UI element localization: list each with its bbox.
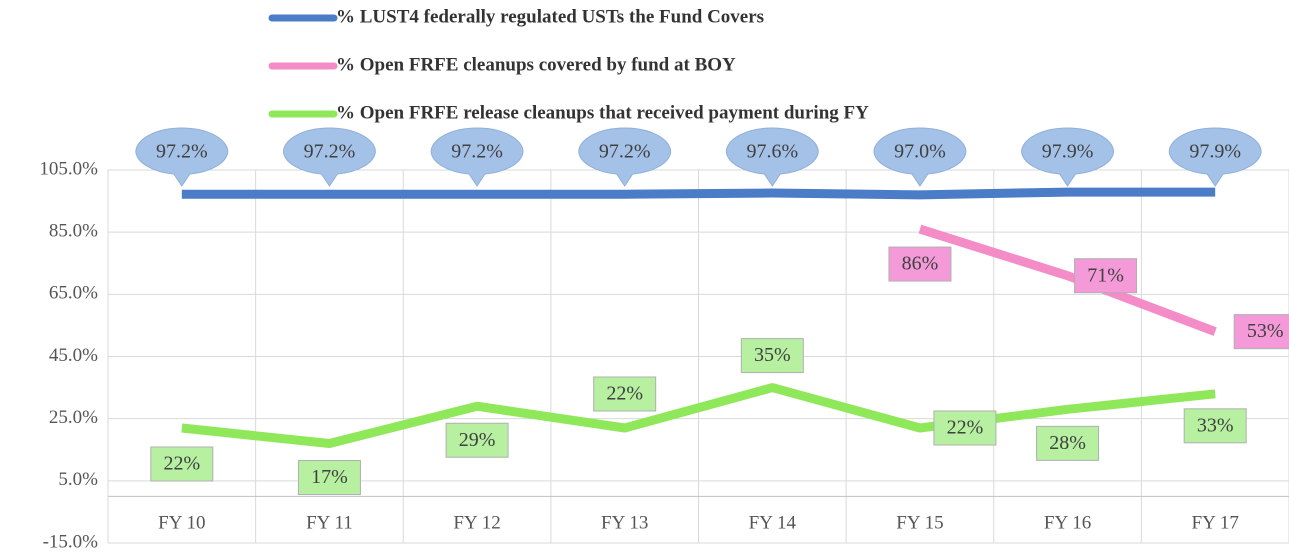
- data-label: 22%: [606, 383, 643, 405]
- data-label-box: [933, 410, 997, 446]
- label-callout: [578, 127, 672, 187]
- data-label: 33%: [1197, 414, 1234, 436]
- y-tick-label: -15.0%: [43, 531, 99, 552]
- x-tick-label: FY 17: [1192, 513, 1239, 534]
- data-label: 97.9%: [1042, 141, 1094, 163]
- label-callout: [135, 127, 229, 187]
- data-label-box: [888, 246, 952, 282]
- data-label: 86%: [902, 253, 939, 275]
- label-callout: [430, 127, 524, 187]
- data-label: 35%: [754, 344, 791, 366]
- x-tick-label: FY 13: [601, 513, 648, 534]
- x-tick-label: FY 10: [158, 513, 205, 534]
- series-line: [181, 383, 1216, 449]
- data-label: 22%: [947, 417, 984, 439]
- data-label-box: [445, 422, 509, 458]
- data-label: 22%: [163, 453, 200, 475]
- x-tick-label: FY 11: [306, 513, 353, 534]
- y-tick-label: 45.0%: [49, 345, 98, 366]
- data-label: 17%: [311, 466, 348, 488]
- data-label-box: [150, 446, 214, 482]
- series-line: [918, 224, 1217, 336]
- data-label: 53%: [1247, 320, 1284, 342]
- data-label: 97.2%: [156, 141, 208, 163]
- legend-label: % Open FRFE cleanups covered by fund at …: [336, 54, 736, 75]
- legend-label: % LUST4 federally regulated USTs the Fun…: [336, 6, 764, 27]
- x-tick-label: FY 16: [1044, 513, 1091, 534]
- data-label-box: [1074, 258, 1138, 294]
- data-label-box: [1036, 425, 1100, 461]
- data-label-box: [1183, 408, 1247, 444]
- x-tick-label: FY 15: [896, 513, 943, 534]
- x-tick-label: FY 14: [749, 513, 797, 534]
- data-label: 97.2%: [451, 141, 503, 163]
- y-tick-label: 5.0%: [58, 469, 98, 490]
- data-label: 28%: [1049, 432, 1086, 454]
- legend-label: % Open FRFE release cleanups that receiv…: [336, 102, 869, 123]
- series-line: [181, 187, 1216, 200]
- data-label-box: [740, 338, 804, 374]
- data-label: 71%: [1087, 264, 1124, 286]
- y-tick-label: 85.0%: [49, 221, 98, 242]
- label-callout: [282, 127, 376, 187]
- data-label: 97.9%: [1189, 141, 1241, 163]
- data-label: 29%: [459, 429, 496, 451]
- data-label: 97.2%: [599, 141, 651, 163]
- data-label-box: [1233, 314, 1289, 350]
- y-tick-label: 65.0%: [49, 283, 98, 304]
- data-label: 97.6%: [746, 141, 798, 163]
- label-callout: [725, 127, 819, 187]
- label-callout: [873, 127, 967, 187]
- data-label: 97.2%: [304, 141, 356, 163]
- data-label-box: [297, 460, 361, 496]
- label-callout: [1021, 127, 1115, 187]
- x-tick-label: FY 12: [453, 513, 500, 534]
- data-label-box: [593, 376, 657, 412]
- label-callout: [1168, 127, 1262, 187]
- y-tick-label: 105.0%: [39, 158, 98, 179]
- data-label: 97.0%: [894, 141, 946, 163]
- y-tick-label: 25.0%: [49, 407, 98, 428]
